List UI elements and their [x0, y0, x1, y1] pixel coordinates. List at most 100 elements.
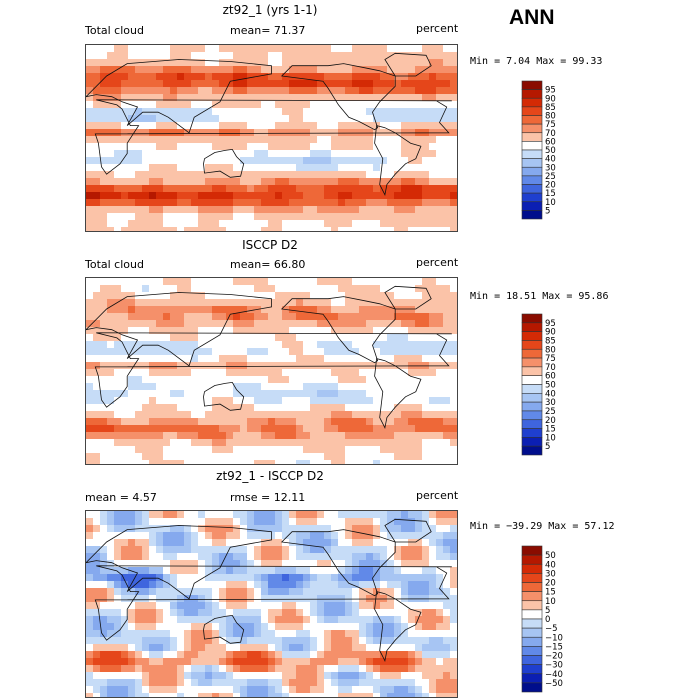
contour-cell: [450, 446, 457, 454]
contour-cell: [296, 390, 304, 398]
contour-cell: [93, 220, 101, 228]
contour-cell: [352, 52, 360, 60]
contour-cell: [289, 623, 297, 631]
contour-cell: [114, 306, 122, 314]
contour-cell: [261, 672, 269, 680]
contour-cell: [233, 341, 241, 349]
contour-cell: [261, 418, 269, 426]
contour-cell: [233, 546, 241, 554]
contour-cell: [121, 390, 129, 398]
contour-cell: [317, 327, 325, 335]
contour-cell: [352, 439, 360, 447]
contour-cell: [394, 439, 402, 447]
contour-cell: [296, 285, 304, 293]
contour-cell: [149, 192, 157, 200]
contour-cell: [247, 129, 255, 137]
contour-cell: [156, 630, 164, 638]
contour-cell: [121, 418, 129, 426]
contour-cell: [184, 101, 192, 109]
contour-cell: [107, 616, 115, 624]
contour-cell: [296, 630, 304, 638]
contour-cell: [380, 213, 388, 221]
contour-cell: [240, 164, 248, 172]
contour-cell: [387, 418, 395, 426]
contour-cell: [156, 157, 164, 165]
contour-cell: [219, 171, 227, 179]
contour-cell: [345, 299, 353, 307]
contour-cell: [100, 511, 108, 519]
contour-cell: [373, 80, 381, 88]
contour-cell: [219, 630, 227, 638]
contour-cell: [401, 383, 409, 391]
colorbar-swatch: [521, 573, 543, 583]
contour-cell: [352, 418, 360, 426]
contour-cell: [114, 178, 122, 186]
contour-cell: [93, 588, 101, 596]
contour-cell: [156, 94, 164, 102]
contour-cell: [240, 192, 248, 200]
contour-cell: [296, 278, 304, 286]
contour-cell: [254, 178, 262, 186]
contour-cell: [324, 73, 332, 81]
contour-cell: [247, 686, 255, 694]
contour-cell: [219, 439, 227, 447]
coastline: [94, 99, 452, 175]
contour-cell: [149, 220, 157, 228]
contour-cell: [268, 679, 276, 687]
contour-cell: [345, 581, 353, 589]
contour-cell: [233, 108, 241, 116]
panel-3-mean-label: mean = 4.57: [85, 491, 157, 504]
contour-cell: [212, 164, 220, 172]
contour-cell: [205, 404, 213, 412]
contour-cell: [107, 651, 115, 659]
contour-cell: [331, 560, 339, 568]
contour-cell: [177, 511, 185, 519]
contour-cell: [450, 108, 457, 116]
contour-cell: [289, 453, 297, 461]
contour-cell: [338, 66, 346, 74]
contour-cell: [310, 630, 318, 638]
contour-cell: [268, 574, 276, 582]
contour-cell: [296, 581, 304, 589]
contour-cell: [310, 404, 318, 412]
contour-cell: [184, 355, 192, 363]
contour-cell: [415, 390, 423, 398]
contour-cell: [121, 546, 129, 554]
contour-cell: [205, 150, 213, 158]
contour-cell: [450, 567, 457, 575]
panel-2-mean-label: mean= 66.80: [230, 258, 306, 271]
colorbar-tick-label: 30: [545, 398, 556, 408]
contour-cell: [275, 136, 283, 144]
contour-cell: [338, 539, 346, 547]
contour-cell: [380, 453, 388, 461]
contour-cell: [436, 227, 444, 231]
contour-cell: [303, 693, 311, 697]
contour-cell: [93, 602, 101, 610]
contour-cell: [219, 362, 227, 370]
contour-cell: [352, 453, 360, 461]
contour-cell: [303, 637, 311, 645]
contour-cell: [289, 425, 297, 433]
contour-cell: [380, 150, 388, 158]
contour-cell: [240, 94, 248, 102]
contour-cell: [310, 101, 318, 109]
contour-cell: [289, 411, 297, 419]
contour-cell: [142, 94, 150, 102]
contour-cell: [142, 383, 150, 391]
contour-cell: [331, 553, 339, 561]
contour-cell: [429, 553, 437, 561]
contour-cell: [142, 658, 150, 666]
contour-cell: [205, 425, 213, 433]
contour-cell: [121, 439, 129, 447]
contour-cell: [135, 136, 143, 144]
contour-cell: [296, 567, 304, 575]
contour-cell: [86, 206, 94, 214]
contour-cell: [429, 94, 437, 102]
contour-cell: [317, 115, 325, 123]
contour-cell: [177, 348, 185, 356]
contour-cell: [422, 199, 430, 207]
contour-cell: [107, 432, 115, 440]
contour-cell: [296, 129, 304, 137]
contour-cell: [408, 334, 416, 342]
contour-cell: [282, 532, 290, 540]
